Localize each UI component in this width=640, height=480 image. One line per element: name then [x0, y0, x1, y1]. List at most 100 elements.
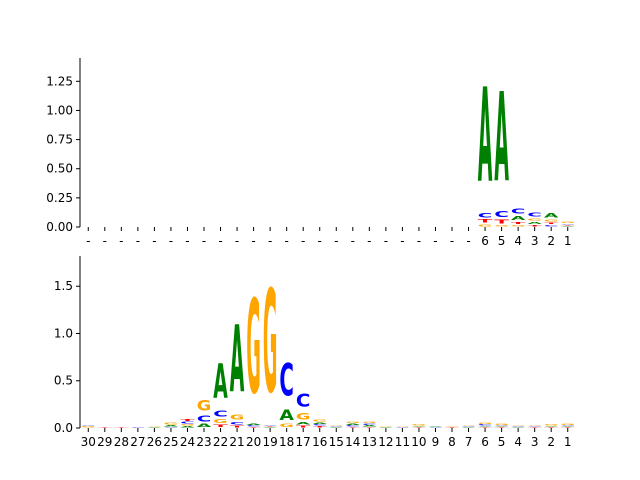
logo-letter-C: C: [312, 424, 327, 426]
logo-letter-T: T: [180, 419, 195, 422]
logo-letter-T: T: [445, 427, 461, 428]
logo-letter-T: T: [312, 426, 328, 428]
x-tick-label: -: [103, 234, 107, 248]
logo-letter-A: A: [478, 60, 493, 211]
logo-letter-C: C: [395, 427, 410, 428]
logo-letter-A: A: [312, 422, 327, 424]
logo-letter-C: C: [527, 212, 542, 218]
x-tick-label: 13: [362, 435, 377, 449]
logo-letter-C: C: [213, 409, 228, 419]
x-tick-label: 24: [180, 435, 195, 449]
x-tick-label: -: [251, 234, 255, 248]
logo-letter-A: A: [527, 222, 542, 225]
x-tick-label: 8: [448, 435, 456, 449]
x-tick-label: -: [284, 234, 288, 248]
x-tick-label: 28: [114, 435, 129, 449]
y-tick-label: 0.0: [54, 421, 73, 435]
x-tick-label: 23: [196, 435, 211, 449]
x-tick-label: -: [202, 234, 206, 248]
logo-letter-C: C: [296, 392, 311, 412]
top-logo-panel: 0.000.250.500.751.001.25- - - - - - - - - - - - - - - -…: [46, 58, 576, 248]
logo-letter-C: C: [511, 426, 526, 427]
logo-letter-A: A: [213, 356, 228, 410]
logo-letter-A: A: [197, 423, 212, 428]
logo-letter-G: G: [478, 422, 493, 424]
logo-letter-G: G: [329, 425, 344, 426]
logo-letter-C: C: [197, 414, 212, 424]
logo-letter-A: A: [379, 427, 395, 428]
x-tick-label: 10: [411, 435, 426, 449]
logo-letter-A: A: [511, 427, 527, 428]
logo-letter-G: G: [511, 225, 526, 227]
logo-letter-A: A: [147, 427, 163, 428]
logo-letter-G: G: [527, 425, 542, 426]
logo-letter-G: G: [445, 426, 460, 427]
x-tick-label: -: [185, 234, 189, 248]
x-tick-label: 2: [547, 234, 555, 248]
logo-letter-T: T: [527, 225, 542, 227]
logo-letter-T: T: [296, 425, 311, 428]
y-tick-label: 1.25: [46, 74, 73, 88]
x-tick-label: 1: [564, 435, 572, 449]
logo-letter-C: C: [329, 426, 344, 427]
logo-letter-C: C: [362, 423, 377, 425]
x-tick-label: 9: [432, 435, 440, 449]
x-tick-label: 14: [345, 435, 360, 449]
x-tick-label: 6: [481, 435, 489, 449]
x-tick-label: 6: [481, 234, 489, 248]
x-tick-label: -: [400, 234, 404, 248]
logo-letter-G: G: [379, 426, 394, 427]
logo-letter-G: G: [362, 421, 377, 423]
x-tick-label: 3: [531, 435, 539, 449]
logo-letter-A: A: [263, 427, 279, 428]
logo-letter-A: A: [544, 426, 560, 427]
logo-letter-T: T: [478, 219, 493, 224]
logo-letter-C: C: [461, 426, 476, 427]
logo-letter-G: G: [147, 426, 162, 427]
logo-letter-G: G: [230, 413, 245, 422]
logo-letter-G: G: [478, 223, 493, 227]
x-tick-label: 12: [378, 435, 393, 449]
logo-letter-A: A: [511, 216, 526, 222]
logo-letter-T: T: [511, 221, 526, 225]
logo-letter-T: T: [246, 427, 262, 428]
logo-letter-C: C: [494, 210, 509, 220]
logo-letter-G: G: [544, 219, 559, 223]
logo-letter-A: A: [494, 426, 510, 427]
x-tick-label: -: [384, 234, 388, 248]
logo-letter-C: C: [81, 425, 96, 426]
logo-letter-C: C: [527, 426, 542, 427]
logo-letter-A: A: [560, 226, 576, 227]
logo-letter-A: A: [362, 425, 377, 427]
logo-letter-G: G: [279, 424, 294, 429]
logo-letter-A: A: [544, 212, 559, 219]
x-tick-label: -: [235, 234, 239, 248]
x-tick-label: -: [334, 234, 338, 248]
logo-letter-C: C: [279, 356, 294, 408]
x-tick-label: 16: [312, 435, 327, 449]
logo-letter-G: G: [263, 261, 278, 425]
logo-letter-T: T: [560, 427, 576, 428]
y-tick-label: 0.50: [46, 162, 73, 176]
logo-letter-A: A: [164, 425, 179, 427]
logo-letter-G: G: [560, 221, 575, 223]
y-tick-label: 0.25: [46, 191, 73, 205]
x-tick-label: 15: [329, 435, 344, 449]
x-tick-label: -: [351, 234, 355, 248]
logo-letter-C: C: [478, 212, 493, 219]
logo-letter-C: C: [263, 425, 278, 426]
x-tick-label: -: [268, 234, 272, 248]
x-tick-label: -: [218, 234, 222, 248]
logo-letter-A: A: [560, 426, 576, 427]
logo-letter-C: C: [544, 225, 559, 227]
x-tick-label: -: [152, 234, 156, 248]
logo-letter-A: A: [180, 426, 195, 428]
logo-letter-G: G: [197, 398, 212, 414]
x-tick-label: 1: [564, 234, 572, 248]
y-tick-label: 0.00: [46, 220, 73, 234]
logo-letter-G: G: [511, 425, 526, 426]
x-tick-label: -: [417, 234, 421, 248]
logo-letter-G: G: [346, 421, 361, 423]
x-tick-label: 5: [498, 234, 506, 248]
logo-letter-G: G: [180, 424, 195, 426]
